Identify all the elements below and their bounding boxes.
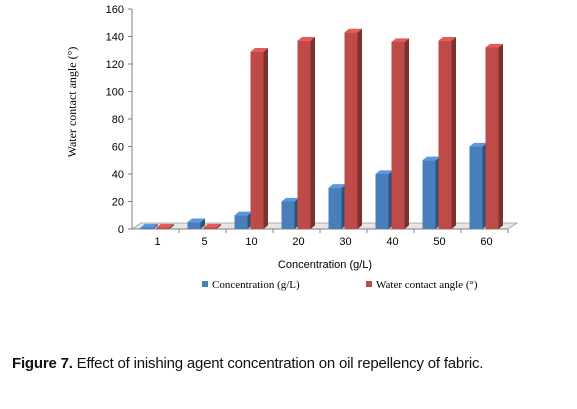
bar-side-face	[498, 43, 503, 230]
bar-front-face	[140, 227, 154, 229]
bar-top-face	[203, 223, 221, 228]
y-tick-label: 80	[112, 114, 124, 126]
x-tick-label: 20	[292, 236, 304, 248]
bar-side-face	[216, 223, 221, 229]
bar-top-face	[344, 28, 362, 33]
bar-water-contact-angle	[297, 37, 315, 230]
bar-top-face	[250, 48, 268, 52]
bar-front-face	[203, 227, 217, 229]
bar-front-face	[328, 187, 342, 229]
bar-front-face	[485, 47, 499, 229]
bar-front-face	[469, 146, 483, 229]
legend-swatch-water-contact-angle	[366, 281, 372, 287]
y-tick-label: 140	[106, 32, 124, 44]
legend-label-water-contact-angle: Water contact angle (°)	[376, 279, 478, 291]
x-tick-label: 60	[480, 236, 492, 248]
bar-top-face	[297, 37, 315, 41]
y-tick-label: 60	[112, 142, 124, 154]
y-tick-label: 160	[106, 4, 124, 16]
bar-top-face	[391, 38, 409, 42]
bar-top-face	[469, 142, 487, 147]
bar-concentration	[140, 223, 158, 229]
bar-marks	[140, 28, 503, 230]
bar-front-face	[422, 160, 436, 229]
x-tick-label: 5	[201, 236, 207, 248]
bar-top-face	[438, 37, 456, 41]
legend-label-concentration: Concentration (g/L)	[212, 279, 300, 291]
y-tick-label: 100	[106, 87, 124, 99]
bar-top-face	[187, 218, 205, 223]
bar-concentration	[187, 218, 205, 229]
x-axis-title: Concentration (g/L)	[278, 259, 372, 271]
bar-front-face	[438, 40, 452, 229]
bar-concentration	[234, 211, 252, 229]
bar-front-face	[187, 222, 201, 229]
bar-front-face	[234, 215, 248, 229]
x-tick-label: 50	[433, 236, 445, 248]
bar-front-face	[297, 40, 311, 229]
bar-water-contact-angle	[485, 43, 503, 230]
figure-caption: Figure 7. Effect of inishing agent conce…	[12, 353, 562, 375]
bar-water-contact-angle	[156, 223, 174, 229]
x-tick-label: 10	[245, 236, 257, 248]
bar-side-face	[263, 48, 268, 230]
y-axis-title: Water contact angle (°)	[65, 47, 79, 158]
bar-front-face	[250, 51, 264, 229]
bar-top-face	[281, 197, 299, 202]
bar-side-face	[451, 37, 456, 230]
x-tick-label: 40	[386, 236, 398, 248]
legend-swatch-concentration	[202, 281, 208, 287]
y-tick-label: 0	[118, 224, 124, 236]
bar-water-contact-angle	[438, 37, 456, 230]
bar-front-face	[344, 32, 358, 229]
bar-side-face	[153, 223, 158, 229]
bar-concentration	[328, 184, 346, 229]
bar-concentration	[375, 170, 393, 229]
y-tick-label: 20	[112, 197, 124, 209]
bar-water-contact-angle	[203, 223, 221, 229]
bar-top-face	[328, 184, 346, 188]
bar-concentration	[281, 197, 299, 229]
y-tick-label: 40	[112, 169, 124, 181]
bar-water-contact-angle	[391, 38, 409, 230]
caption-text: Effect of inishing agent concentration o…	[72, 355, 484, 372]
legend: Concentration (g/L) Water contact angle …	[202, 279, 478, 291]
bar-front-face	[391, 42, 405, 229]
bar-concentration	[469, 142, 487, 229]
bar-side-face	[404, 38, 409, 230]
bar-side-face	[357, 28, 362, 230]
bar-side-face	[169, 223, 174, 229]
bar-water-contact-angle	[344, 28, 362, 230]
bar-top-face	[375, 170, 393, 174]
bar-front-face	[375, 174, 389, 229]
x-tick-label: 30	[339, 236, 351, 248]
bar-top-face	[422, 156, 440, 161]
y-tick-label: 120	[106, 59, 124, 71]
x-tick-label: 1	[154, 236, 160, 248]
bar-concentration	[422, 156, 440, 229]
bar-side-face	[310, 37, 315, 230]
bar-front-face	[156, 227, 170, 229]
bar-water-contact-angle	[250, 48, 268, 230]
bar-front-face	[281, 201, 295, 229]
bar-side-face	[200, 218, 205, 229]
bar-top-face	[485, 43, 503, 48]
bar-top-face	[140, 223, 158, 228]
caption-figure-label: Figure 7.	[12, 355, 73, 372]
bar-top-face	[234, 211, 252, 216]
bar-top-face	[156, 223, 174, 228]
